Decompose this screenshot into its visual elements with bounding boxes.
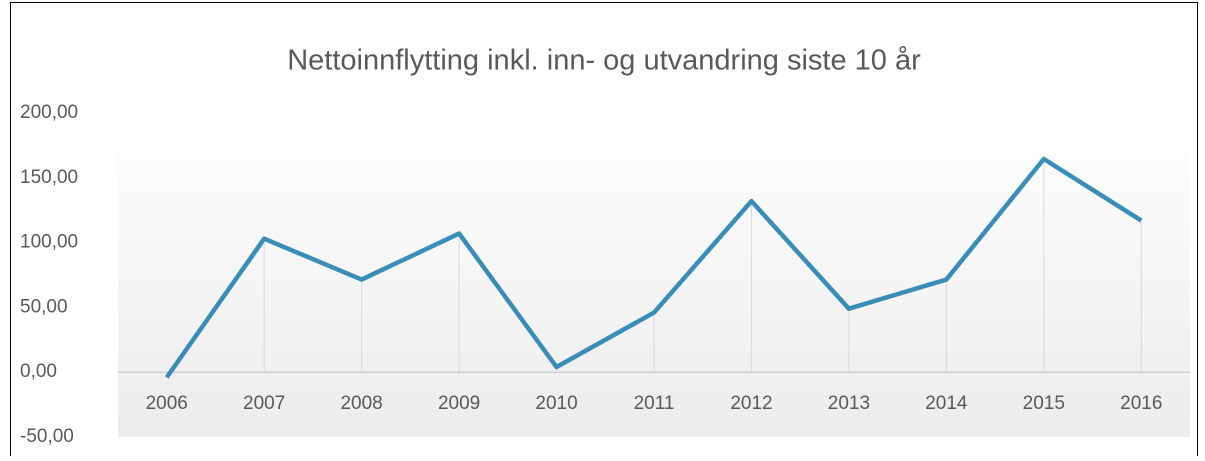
y-tick-label: 0,00 <box>20 361 57 382</box>
data-line <box>164 156 1143 379</box>
plot-background <box>118 113 1190 437</box>
y-tick-label: -50,00 <box>20 426 74 447</box>
y-tick-label: 100,00 <box>20 232 78 253</box>
x-tick-label: 2012 <box>730 393 772 414</box>
chart-title: Nettoinnflytting inkl. inn- og utvandrin… <box>287 45 921 77</box>
y-tick-label: 150,00 <box>20 167 78 188</box>
x-tick-label: 2009 <box>438 393 480 414</box>
x-tick-label: 2014 <box>925 393 968 414</box>
y-tick-label: 200,00 <box>20 102 78 123</box>
x-tick-label: 2008 <box>340 393 382 414</box>
x-tick-label: 2016 <box>1120 393 1162 414</box>
x-tick-label: 2007 <box>243 393 285 414</box>
y-tick-label: 50,00 <box>20 296 68 317</box>
x-tick-label: 2006 <box>146 393 188 414</box>
x-tick-label: 2010 <box>535 393 577 414</box>
x-tick-label: 2013 <box>828 393 870 414</box>
x-tick-label: 2011 <box>634 393 675 414</box>
x-tick-label: 2015 <box>1023 393 1065 414</box>
